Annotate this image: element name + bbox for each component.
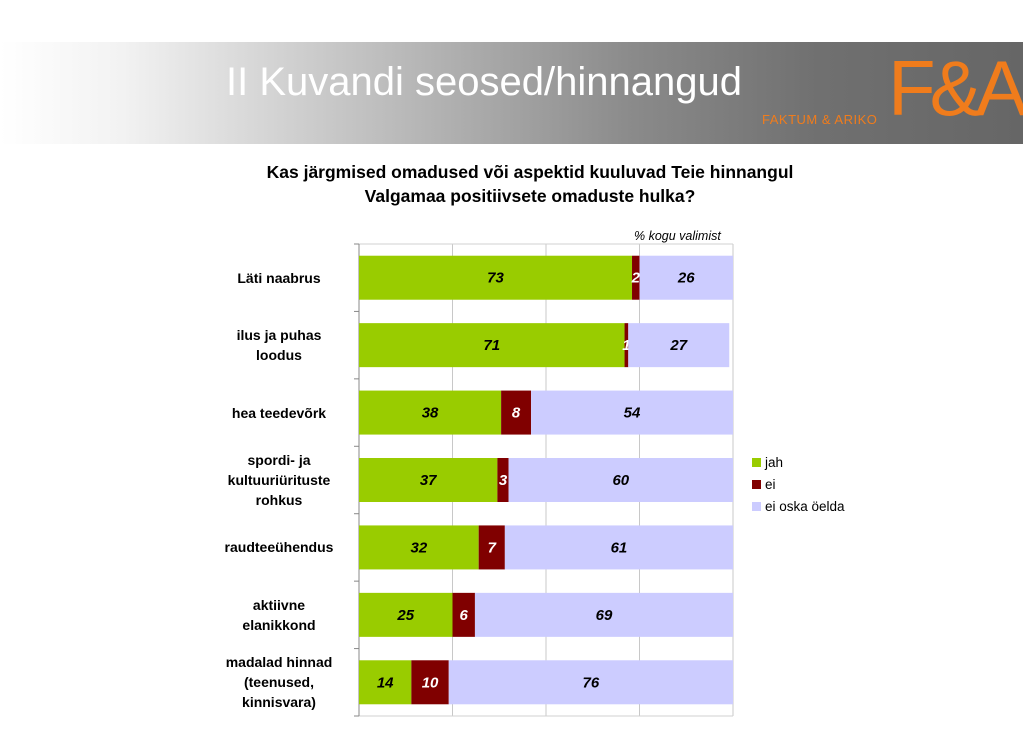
bar-segment — [478, 525, 505, 570]
category-label-line: loodus — [256, 347, 302, 364]
bar-segment — [639, 255, 733, 300]
company-logo: F&A — [888, 44, 1023, 132]
bar-segment — [359, 525, 479, 570]
category-label: hea teedevõrk — [209, 403, 349, 423]
bar-segment — [628, 323, 730, 368]
category-label: ilus ja puhas loodus — [209, 325, 349, 365]
data-label: 73 — [487, 270, 504, 287]
category-label-line: kinnisvara) — [242, 694, 316, 711]
data-label: 10 — [422, 674, 439, 691]
category-label: madalad hinnad (teenused, kinnisvara) — [209, 652, 349, 712]
category-label: Läti naabrus — [209, 268, 349, 288]
category-label-line: madalad hinnad — [225, 654, 333, 671]
data-label: 27 — [669, 337, 687, 354]
bar-segment — [448, 660, 733, 705]
bar-segment — [359, 323, 625, 368]
chart-legend: jah ei ei oska öelda — [752, 451, 845, 517]
data-label: 2 — [631, 270, 641, 287]
bar-segment — [452, 592, 475, 637]
bar-segment — [497, 458, 509, 502]
data-label: 1 — [622, 337, 630, 354]
legend-swatch — [752, 479, 761, 489]
category-label-line: hea teedevõrk — [231, 404, 327, 421]
category-label-line: rohkus — [255, 492, 303, 508]
data-label: 6 — [460, 607, 469, 624]
data-label: 3 — [499, 472, 508, 489]
data-label: 61 — [611, 539, 628, 556]
data-label: 71 — [483, 337, 500, 354]
category-label: spordi- ja kultuuriürituste rohkus — [209, 450, 349, 510]
category-label-line: elanikkond — [242, 616, 316, 633]
data-label: 26 — [677, 270, 695, 287]
data-label: 54 — [624, 405, 641, 422]
page-title: II Kuvandi seosed/hinnangud — [226, 60, 742, 104]
data-label: 38 — [422, 405, 439, 422]
category-label-line: raudteeühendus — [224, 539, 334, 556]
data-label: 8 — [512, 405, 521, 422]
category-label: raudteeühendus — [209, 537, 349, 557]
bar-segment — [501, 390, 532, 435]
bar-segment — [624, 323, 629, 368]
data-label: 7 — [488, 539, 497, 556]
category-label-line: Läti naabrus — [237, 269, 321, 286]
legend-item: ei — [752, 473, 845, 495]
legend-item: ei oska öelda — [752, 495, 845, 517]
category-label-line: aktiivne — [252, 596, 306, 613]
data-label: 25 — [396, 607, 414, 624]
category-label-line: kultuuriürituste — [227, 472, 331, 488]
bar-segment — [474, 592, 733, 637]
category-label-line: ilus ja puhas — [236, 327, 322, 344]
legend-label: ei oska öelda — [765, 498, 845, 514]
bar-segment — [359, 660, 412, 705]
category-label-line: spordi- ja — [247, 452, 311, 468]
legend-label: ei — [765, 476, 776, 492]
chart-title: Kas järgmised omadused või aspektid kuul… — [266, 162, 794, 206]
data-label: 14 — [377, 674, 394, 691]
bar-segment — [411, 660, 449, 705]
legend-swatch — [752, 457, 761, 467]
data-label: 69 — [596, 607, 613, 624]
bar-segment — [531, 390, 733, 435]
bar-segment — [359, 458, 498, 502]
bar-segment — [359, 255, 633, 300]
bar-segment — [632, 255, 640, 300]
category-label-line: (teenused, — [243, 674, 314, 691]
legend-item: jah — [752, 451, 845, 473]
data-label: 32 — [410, 539, 427, 556]
category-label: aktiivne elanikkond — [209, 595, 349, 635]
bar-segment — [508, 458, 733, 502]
legend-label: jah — [765, 454, 784, 470]
bar-segment — [504, 525, 733, 570]
data-label: 76 — [583, 674, 600, 691]
data-label: 60 — [612, 472, 629, 489]
header-banner — [0, 42, 1023, 144]
bar-segment — [359, 592, 453, 637]
bar-segment — [359, 390, 502, 435]
legend-swatch — [752, 501, 761, 511]
data-label: 37 — [420, 472, 437, 489]
unit-note: % kogu valimist — [634, 229, 721, 243]
company-logo-text: FAKTUM & ARIKO — [762, 112, 878, 127]
